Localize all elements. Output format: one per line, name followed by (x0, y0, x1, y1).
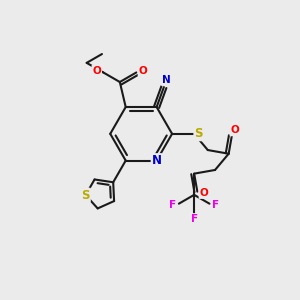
Text: F: F (212, 200, 220, 210)
Text: O: O (92, 66, 101, 76)
Text: S: S (81, 189, 90, 202)
Text: N: N (152, 154, 162, 167)
Text: N: N (162, 75, 171, 85)
Text: S: S (194, 127, 203, 140)
Text: O: O (139, 66, 147, 76)
Text: O: O (230, 125, 239, 135)
Text: F: F (169, 200, 176, 210)
Text: O: O (200, 188, 208, 198)
Text: F: F (190, 214, 198, 224)
